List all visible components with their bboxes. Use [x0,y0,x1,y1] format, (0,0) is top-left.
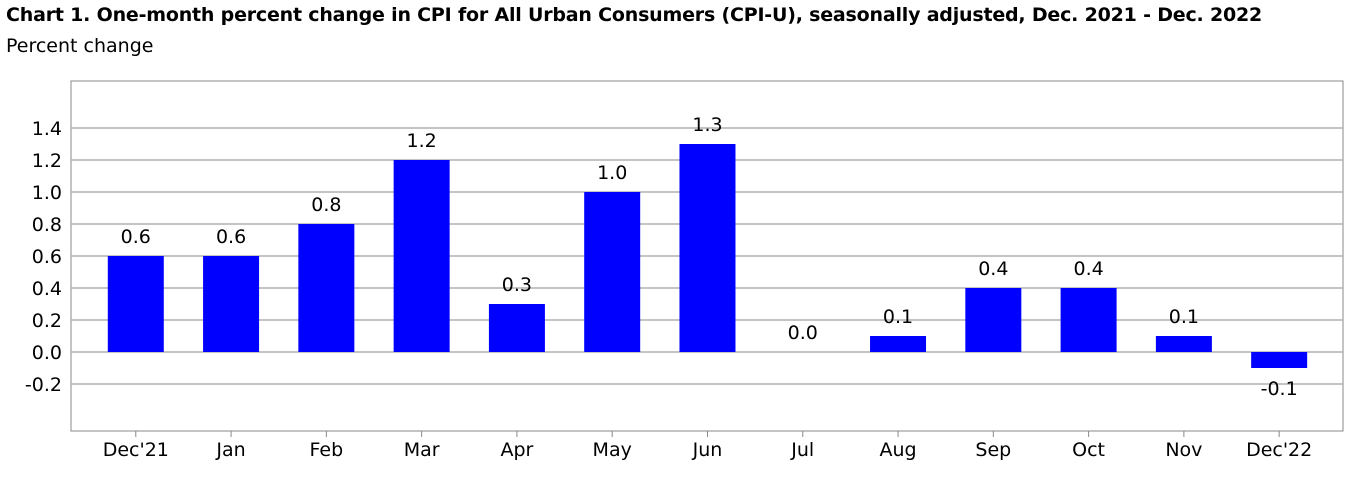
x-axis-ticks: Dec'21 Jan Feb Mar Apr May Jun Jul Aug Sep Oct Nov D… [103,431,1312,461]
x-tick-label: Dec'22 [1246,439,1312,461]
bar [870,336,927,352]
y-tick-label: 0.0 [32,342,62,364]
y-tick-label: 1.0 [32,182,62,204]
y-tick-label: 0.6 [32,246,62,268]
data-label: 0.1 [1169,306,1199,328]
chart-title: Chart 1. One-month percent change in CPI… [6,4,1263,26]
y-tick-label: 0.4 [32,278,62,300]
bar [1155,336,1212,352]
bar [488,304,545,352]
x-tick-label: Aug [879,439,916,461]
data-label: 0.4 [1073,258,1103,280]
data-label: 0.6 [216,226,246,248]
data-label: 0.8 [311,194,341,216]
data-label: 1.3 [692,114,722,136]
y-tick-label: 0.2 [32,310,62,332]
chart-subtitle: Percent change [6,35,154,57]
data-label: 0.0 [788,322,818,344]
x-tick-label: Jul [790,439,814,461]
data-label: 0.6 [121,226,151,248]
x-tick-label: Dec'21 [103,439,169,461]
bar [298,224,355,352]
y-axis-ticks: 1.4 1.2 1.0 0.8 0.6 0.4 0.2 0.0 -0.2 [25,118,62,396]
bars [107,144,1308,368]
x-tick-label: Jan [215,439,245,461]
x-tick-label: Sep [975,439,1011,461]
bar [393,160,450,352]
bar [107,256,164,352]
bar [965,288,1022,352]
bar [1060,288,1117,352]
data-label: 1.2 [407,130,437,152]
data-labels: 0.6 0.6 0.8 1.2 0.3 1.0 1.3 0.0 0.1 0.4 0.4 0.1 -0.1 [121,114,1298,400]
y-tick-label: 1.2 [32,150,62,172]
x-tick-label: Jun [692,439,723,461]
x-tick-label: Feb [310,439,344,461]
y-tick-label: 1.4 [32,118,62,140]
bar [1251,352,1308,368]
y-tick-label: 0.8 [32,214,62,236]
data-label: 0.4 [978,258,1008,280]
x-tick-label: Apr [500,439,533,461]
data-label: 0.1 [883,306,913,328]
bar [584,192,641,352]
y-tick-label: -0.2 [25,374,62,396]
bar [679,144,736,352]
data-label: -0.1 [1261,378,1298,400]
data-label: 1.0 [597,162,627,184]
x-tick-label: Oct [1072,439,1105,461]
bar [203,256,260,352]
x-tick-label: Nov [1165,439,1202,461]
data-label: 0.3 [502,274,532,296]
x-tick-label: May [593,439,632,461]
x-tick-label: Mar [404,439,440,461]
